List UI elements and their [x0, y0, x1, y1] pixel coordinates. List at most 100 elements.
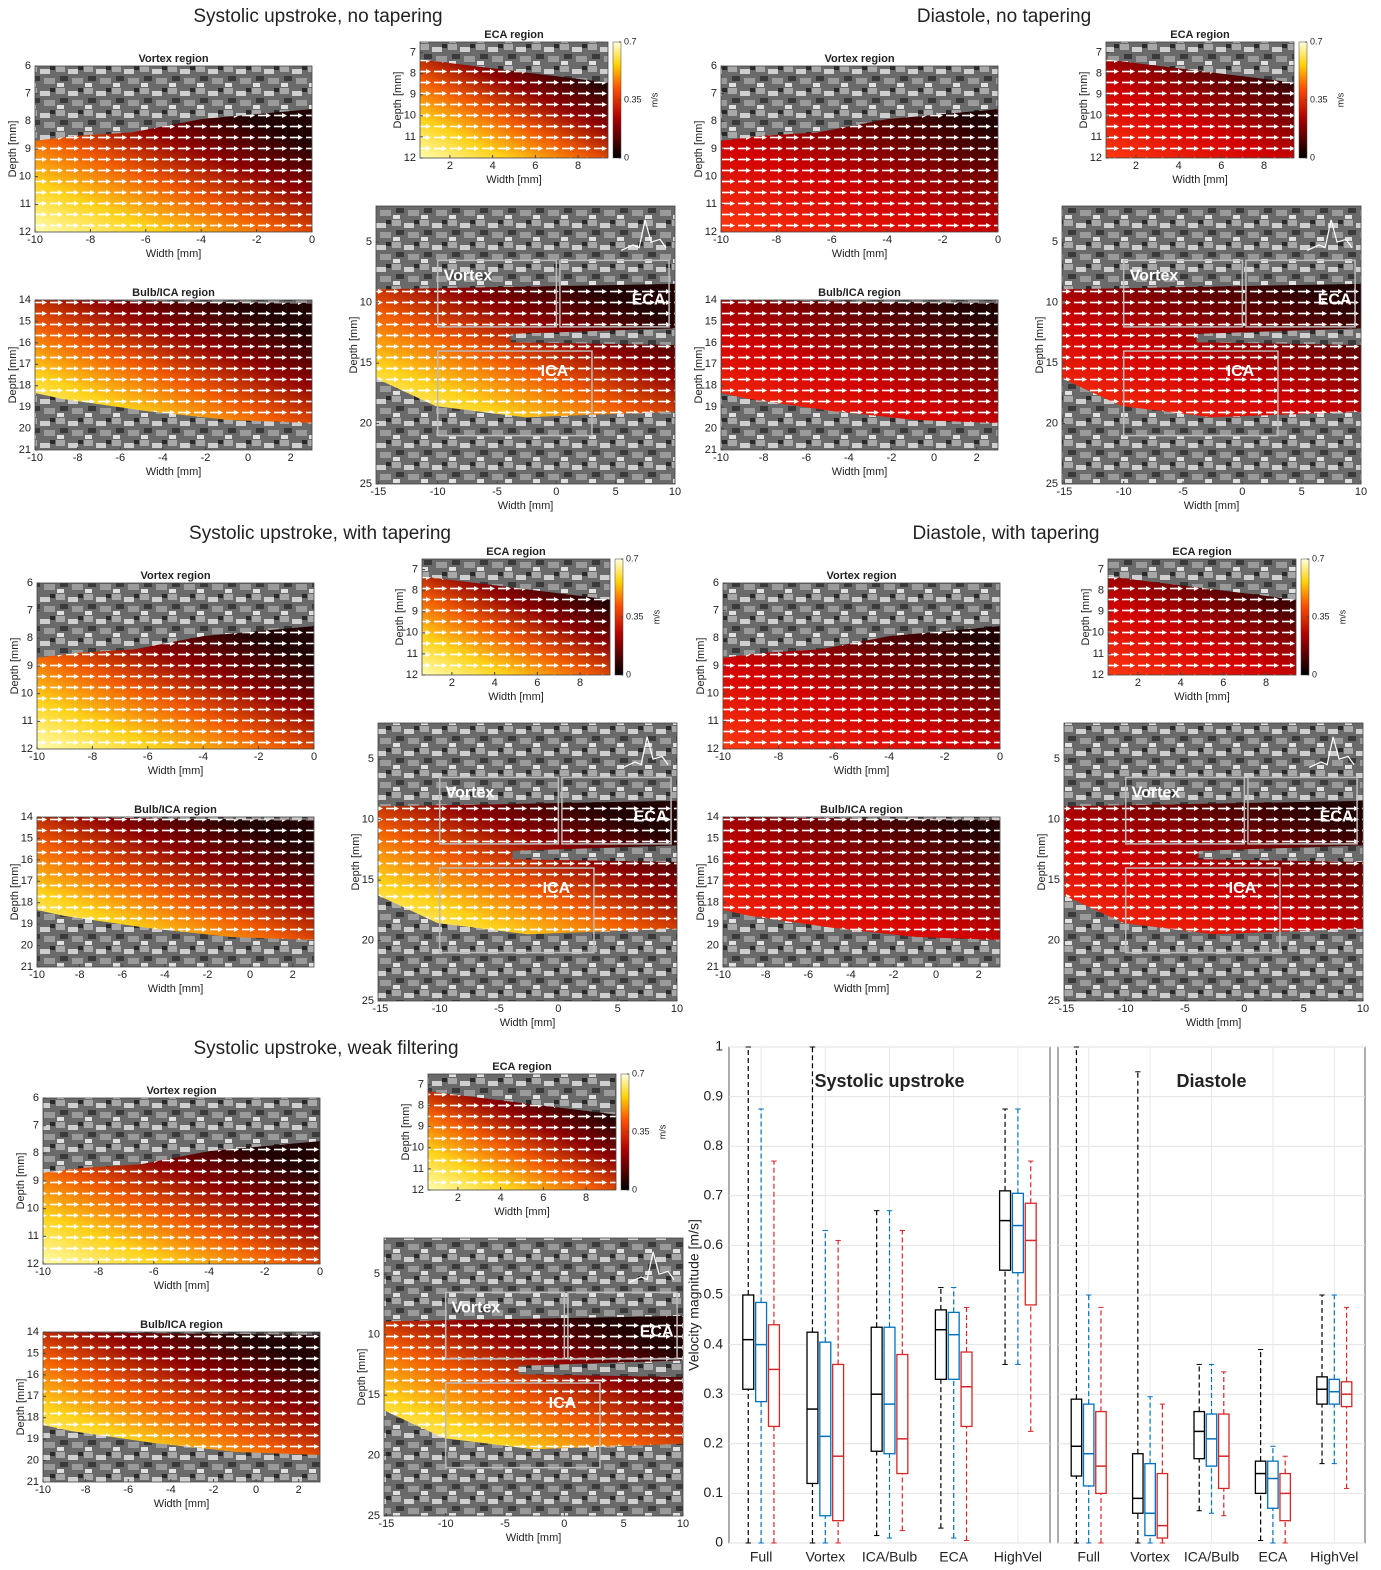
x-axis-label: Width [mm]: [506, 1532, 562, 1544]
axes-frame: [722, 816, 1001, 968]
y-tick-label: 10: [1090, 110, 1102, 122]
y-tick-label: 0.7: [704, 1187, 724, 1203]
group-title: Systolic upstroke, weak filtering: [193, 1038, 458, 1059]
box: [883, 1326, 896, 1455]
y-tick-label: 10: [705, 171, 717, 183]
x-tick-label: -8: [75, 969, 85, 981]
y-tick-label: 20: [21, 939, 33, 951]
group-title: Diastole, no tapering: [917, 6, 1091, 27]
x-tick-label: 2: [296, 1484, 302, 1496]
y-tick-label: 8: [418, 1100, 424, 1112]
x-tick-label: 0: [555, 1003, 561, 1015]
y-tick-label: 15: [21, 832, 33, 844]
x-axis-label: Width [mm]: [1172, 174, 1228, 186]
region-label: ICA: [549, 1395, 577, 1412]
x-tick-label: -4: [158, 452, 168, 464]
colorbar-tick-label: 0.35: [632, 1126, 650, 1136]
y-axis-label: Depth [mm]: [348, 317, 360, 374]
y-tick-label: 5: [374, 1268, 380, 1280]
region-box: [1245, 259, 1356, 328]
axes-frame: [427, 1073, 617, 1191]
x-tick-label: -4: [198, 751, 208, 763]
x-tick-label: 2: [1133, 160, 1139, 172]
y-tick-label: 9: [713, 660, 719, 672]
y-tick-label: 6: [25, 60, 31, 72]
y-tick-label: 15: [27, 1347, 39, 1359]
y-tick-label: 20: [705, 422, 717, 434]
box: [767, 1324, 781, 1428]
y-axis-label: Depth [mm]: [9, 638, 21, 695]
region-box: [1124, 776, 1246, 845]
y-axis-label: Depth [mm]: [15, 1153, 27, 1210]
x-tick-label: -2: [252, 234, 262, 246]
x-tick-label: ICA/Bulb: [1184, 1549, 1239, 1565]
y-tick-label: 10: [406, 627, 418, 639]
x-tick-label: 0: [317, 1266, 323, 1278]
y-tick-label: 9: [711, 143, 717, 155]
box: [947, 1311, 960, 1380]
y-tick-label: 11: [1093, 648, 1104, 660]
x-tick-label: -5: [500, 1518, 510, 1530]
x-tick-label: -5: [1178, 486, 1188, 498]
box: [1217, 1413, 1230, 1490]
x-tick-label: 0: [561, 1518, 567, 1530]
y-tick-label: 8: [711, 115, 717, 127]
panel-title: Bulb/ICA region: [134, 804, 217, 816]
panel-title: Bulb/ICA region: [818, 287, 901, 299]
panel-title: Vortex region: [138, 53, 208, 65]
x-axis-label: Width [mm]: [148, 983, 204, 995]
x-tick-label: -15: [378, 1518, 394, 1530]
box: [832, 1363, 845, 1522]
x-tick-label: -2: [201, 452, 211, 464]
y-axis-label: Depth [mm]: [15, 1379, 27, 1436]
axes-frame: [377, 722, 678, 1002]
colorbar-tick-label: 0: [632, 1184, 637, 1194]
x-axis-label: Width [mm]: [1184, 500, 1240, 512]
x-tick-label: -6: [117, 969, 127, 981]
box: [1024, 1202, 1037, 1306]
x-tick-label: 6: [534, 677, 540, 689]
box: [1156, 1472, 1169, 1539]
y-tick-label: 9: [27, 660, 33, 672]
y-tick-label: 5: [366, 236, 372, 248]
axes-frame: [1107, 558, 1297, 676]
x-tick-label: -4: [882, 234, 892, 246]
region-label: Vortex: [1132, 784, 1181, 801]
y-tick-label: 0.8: [704, 1137, 724, 1153]
box: [754, 1301, 768, 1403]
x-tick-label: -10: [35, 1266, 51, 1278]
axes-frame: [1061, 205, 1362, 485]
y-tick-label: 7: [410, 46, 416, 58]
region-box: [436, 259, 558, 328]
x-tick-label: 4: [1178, 677, 1184, 689]
y-tick-label: 0.5: [704, 1286, 724, 1302]
x-tick-label: 5: [613, 486, 619, 498]
box: [1316, 1376, 1328, 1405]
box: [1011, 1192, 1025, 1274]
y-tick-label: 19: [19, 401, 31, 413]
x-tick-label: 4: [1176, 160, 1182, 172]
x-tick-label: -6: [149, 1266, 159, 1278]
region-box: [1247, 776, 1358, 845]
colorbar-tick-label: 0.35: [626, 611, 644, 621]
y-tick-label: 14: [27, 1326, 39, 1338]
x-tick-label: ECA: [1259, 1549, 1288, 1565]
y-tick-label: 5: [368, 753, 374, 765]
colorbar-tick-label: 0.7: [1310, 36, 1323, 46]
y-tick-label: 7: [713, 605, 719, 617]
x-tick-label: 2: [449, 677, 455, 689]
x-tick-label: 0: [247, 969, 253, 981]
x-tick-label: -8: [772, 234, 782, 246]
y-tick-label: 16: [27, 1369, 39, 1381]
y-axis-label: Depth [mm]: [695, 864, 707, 921]
y-tick-label: 14: [705, 294, 717, 306]
y-tick-label: 25: [368, 1510, 380, 1522]
y-tick-label: 20: [27, 1454, 39, 1466]
region-box: [567, 1291, 678, 1360]
x-tick-label: -4: [160, 969, 170, 981]
x-tick-label: 5: [621, 1518, 627, 1530]
ecg-trace: [622, 736, 669, 769]
panel-title: ECA region: [1172, 546, 1232, 558]
y-tick-label: 5: [1052, 236, 1058, 248]
panel-title: Bulb/ICA region: [132, 287, 215, 299]
